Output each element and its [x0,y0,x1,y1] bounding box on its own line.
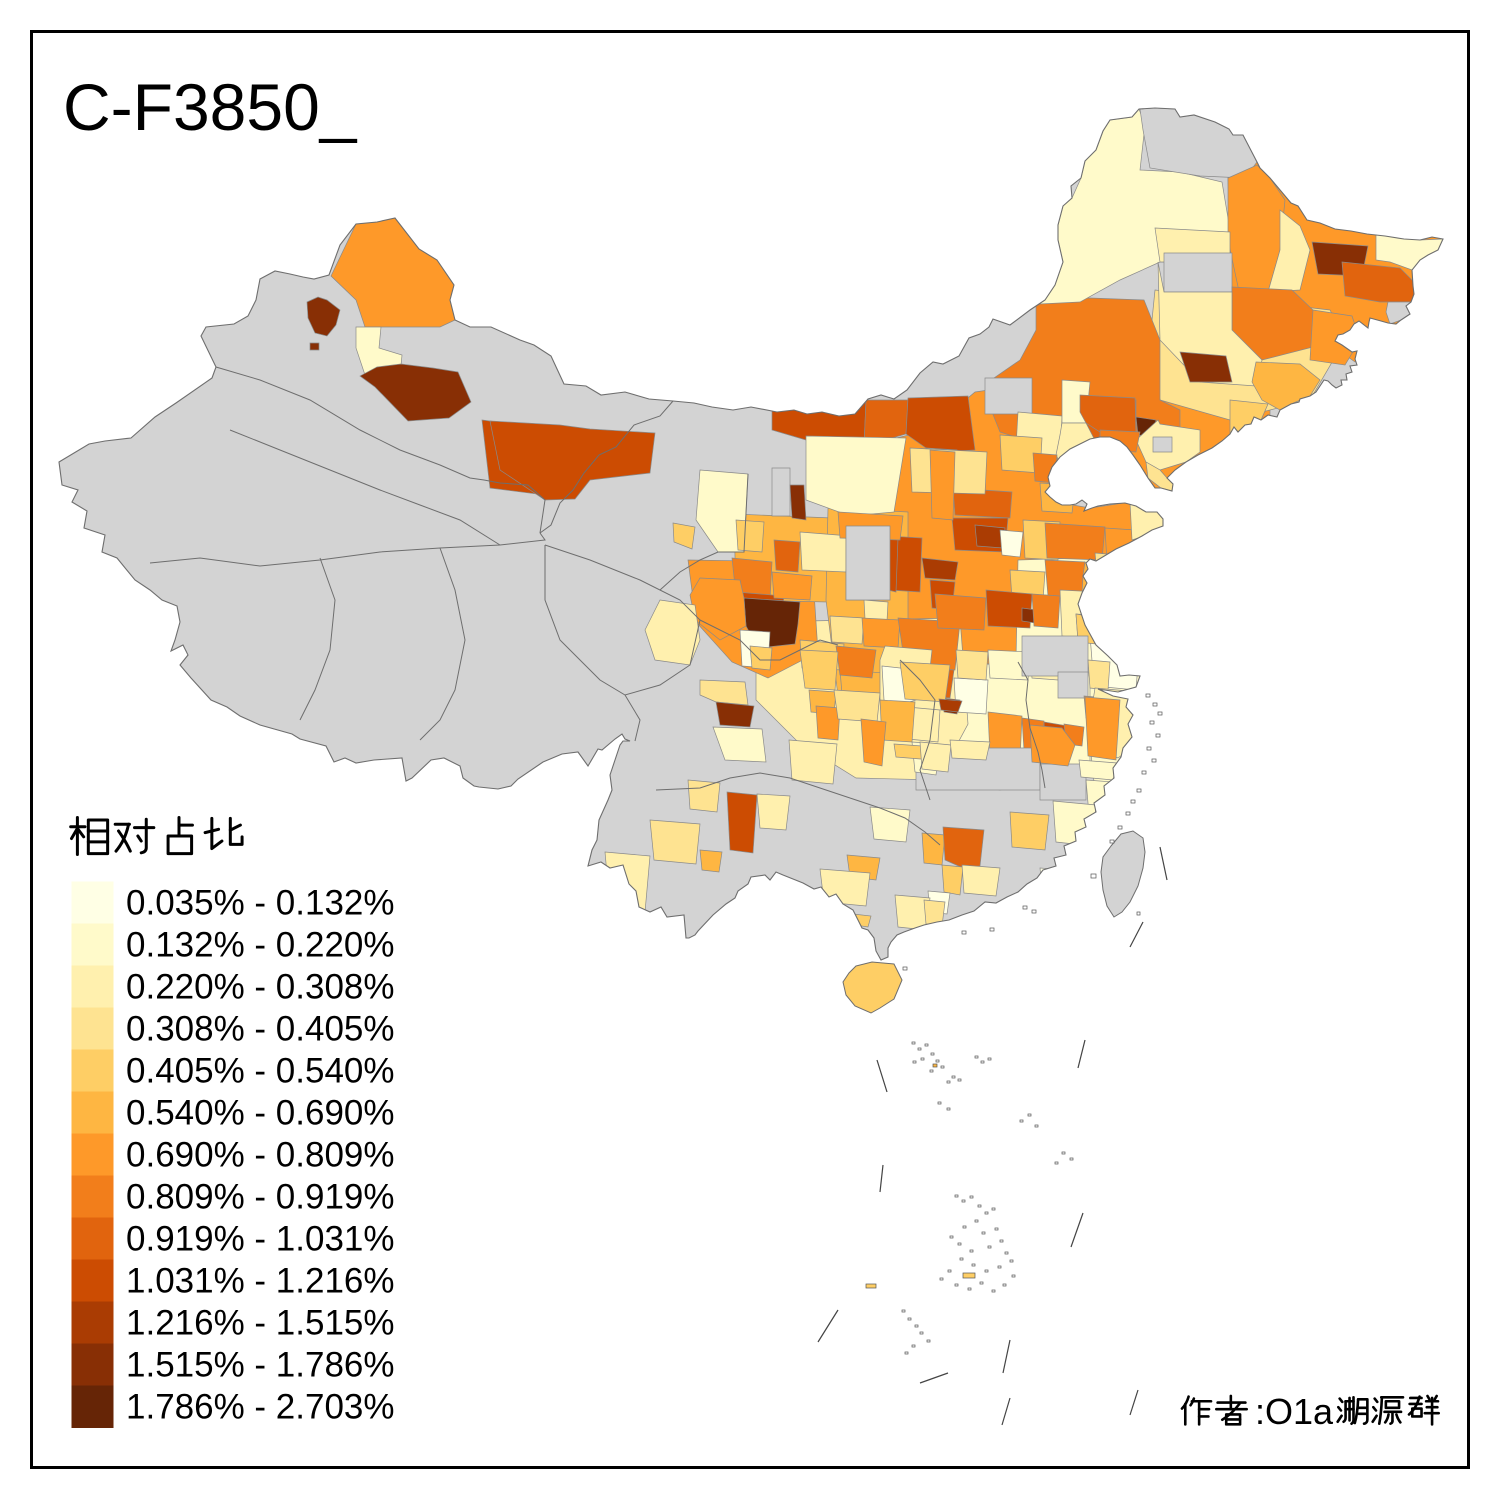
svg-text:1.786% - 2.703%: 1.786% - 2.703% [126,1388,395,1427]
svg-text:0.405% - 0.540%: 0.405% - 0.540% [126,1052,395,1091]
svg-text:1.031% - 1.216%: 1.031% - 1.216% [126,1262,395,1301]
svg-text:0.540% - 0.690%: 0.540% - 0.690% [126,1094,395,1133]
svg-text:0.308% - 0.405%: 0.308% - 0.405% [126,1010,395,1049]
svg-text:1.216% - 1.515%: 1.216% - 1.515% [126,1304,395,1343]
svg-text:C-F3850_: C-F3850_ [63,70,358,144]
svg-text:0.035% - 0.132%: 0.035% - 0.132% [126,884,395,923]
svg-text::O1a: :O1a [1255,1391,1334,1432]
svg-text:0.132% - 0.220%: 0.132% - 0.220% [126,926,395,965]
svg-text:1.515% - 1.786%: 1.515% - 1.786% [126,1346,395,1385]
svg-text:0.690% - 0.809%: 0.690% - 0.809% [126,1136,395,1175]
svg-text:0.220% - 0.308%: 0.220% - 0.308% [126,968,395,1007]
svg-text:0.809% - 0.919%: 0.809% - 0.919% [126,1178,395,1217]
svg-text:0.919% - 1.031%: 0.919% - 1.031% [126,1220,395,1259]
